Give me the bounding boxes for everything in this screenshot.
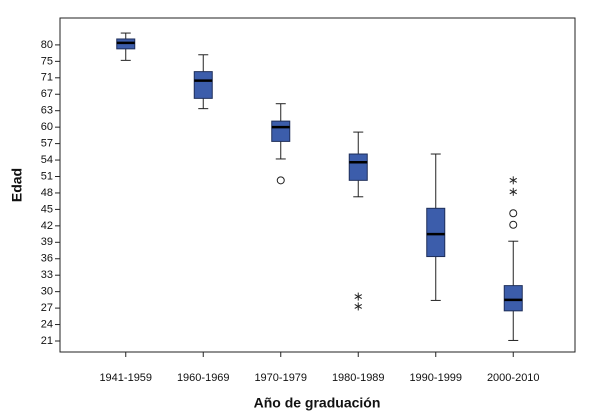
y-tick-label: 36	[41, 253, 53, 265]
outlier	[276, 176, 285, 185]
y-tick-label: 39	[41, 236, 53, 248]
x-axis-label: Año de graduación	[254, 395, 381, 411]
outlier	[509, 220, 518, 229]
y-tick-label: 67	[41, 88, 53, 100]
x-tick-label: 1960-1969	[177, 372, 230, 384]
extreme	[354, 292, 362, 301]
y-tick-label: 75	[41, 55, 53, 67]
y-tick-label: 51	[41, 170, 53, 182]
extreme-stroke	[509, 189, 517, 195]
x-tick-label: 1970-1979	[254, 372, 307, 384]
box	[193, 71, 213, 99]
y-tick-label: 33	[41, 269, 53, 281]
y-tick-label: 48	[41, 187, 53, 199]
x-tick-label: 1990-1999	[409, 372, 462, 384]
box	[271, 120, 291, 142]
extreme	[509, 176, 517, 185]
y-tick-label: 80	[41, 39, 53, 51]
box	[426, 207, 446, 258]
y-tick-label: 30	[41, 286, 53, 298]
x-tick-label: 1941-1959	[99, 372, 152, 384]
extreme	[509, 187, 517, 196]
box	[348, 153, 368, 181]
y-tick-label: 24	[41, 318, 53, 330]
y-tick-label: 63	[41, 105, 53, 117]
y-tick-label: 21	[41, 335, 53, 347]
y-tick-label: 27	[41, 302, 53, 314]
outlier	[509, 209, 518, 218]
y-tick-label: 57	[41, 138, 53, 150]
y-axis-label: Edad	[9, 168, 25, 202]
x-tick-label: 1980-1989	[332, 372, 385, 384]
extreme-stroke	[509, 177, 517, 183]
extreme-stroke	[354, 294, 362, 300]
box	[503, 285, 523, 312]
y-tick-label: 45	[41, 203, 53, 215]
extreme-stroke	[354, 304, 362, 309]
plot-frame	[59, 17, 576, 353]
extreme	[354, 302, 362, 311]
y-tick-label: 71	[41, 72, 53, 84]
y-tick-label: 54	[41, 154, 53, 166]
y-tick-label: 60	[41, 121, 53, 133]
y-tick-label: 42	[41, 220, 53, 232]
x-tick-label: 2000-2010	[487, 372, 540, 384]
